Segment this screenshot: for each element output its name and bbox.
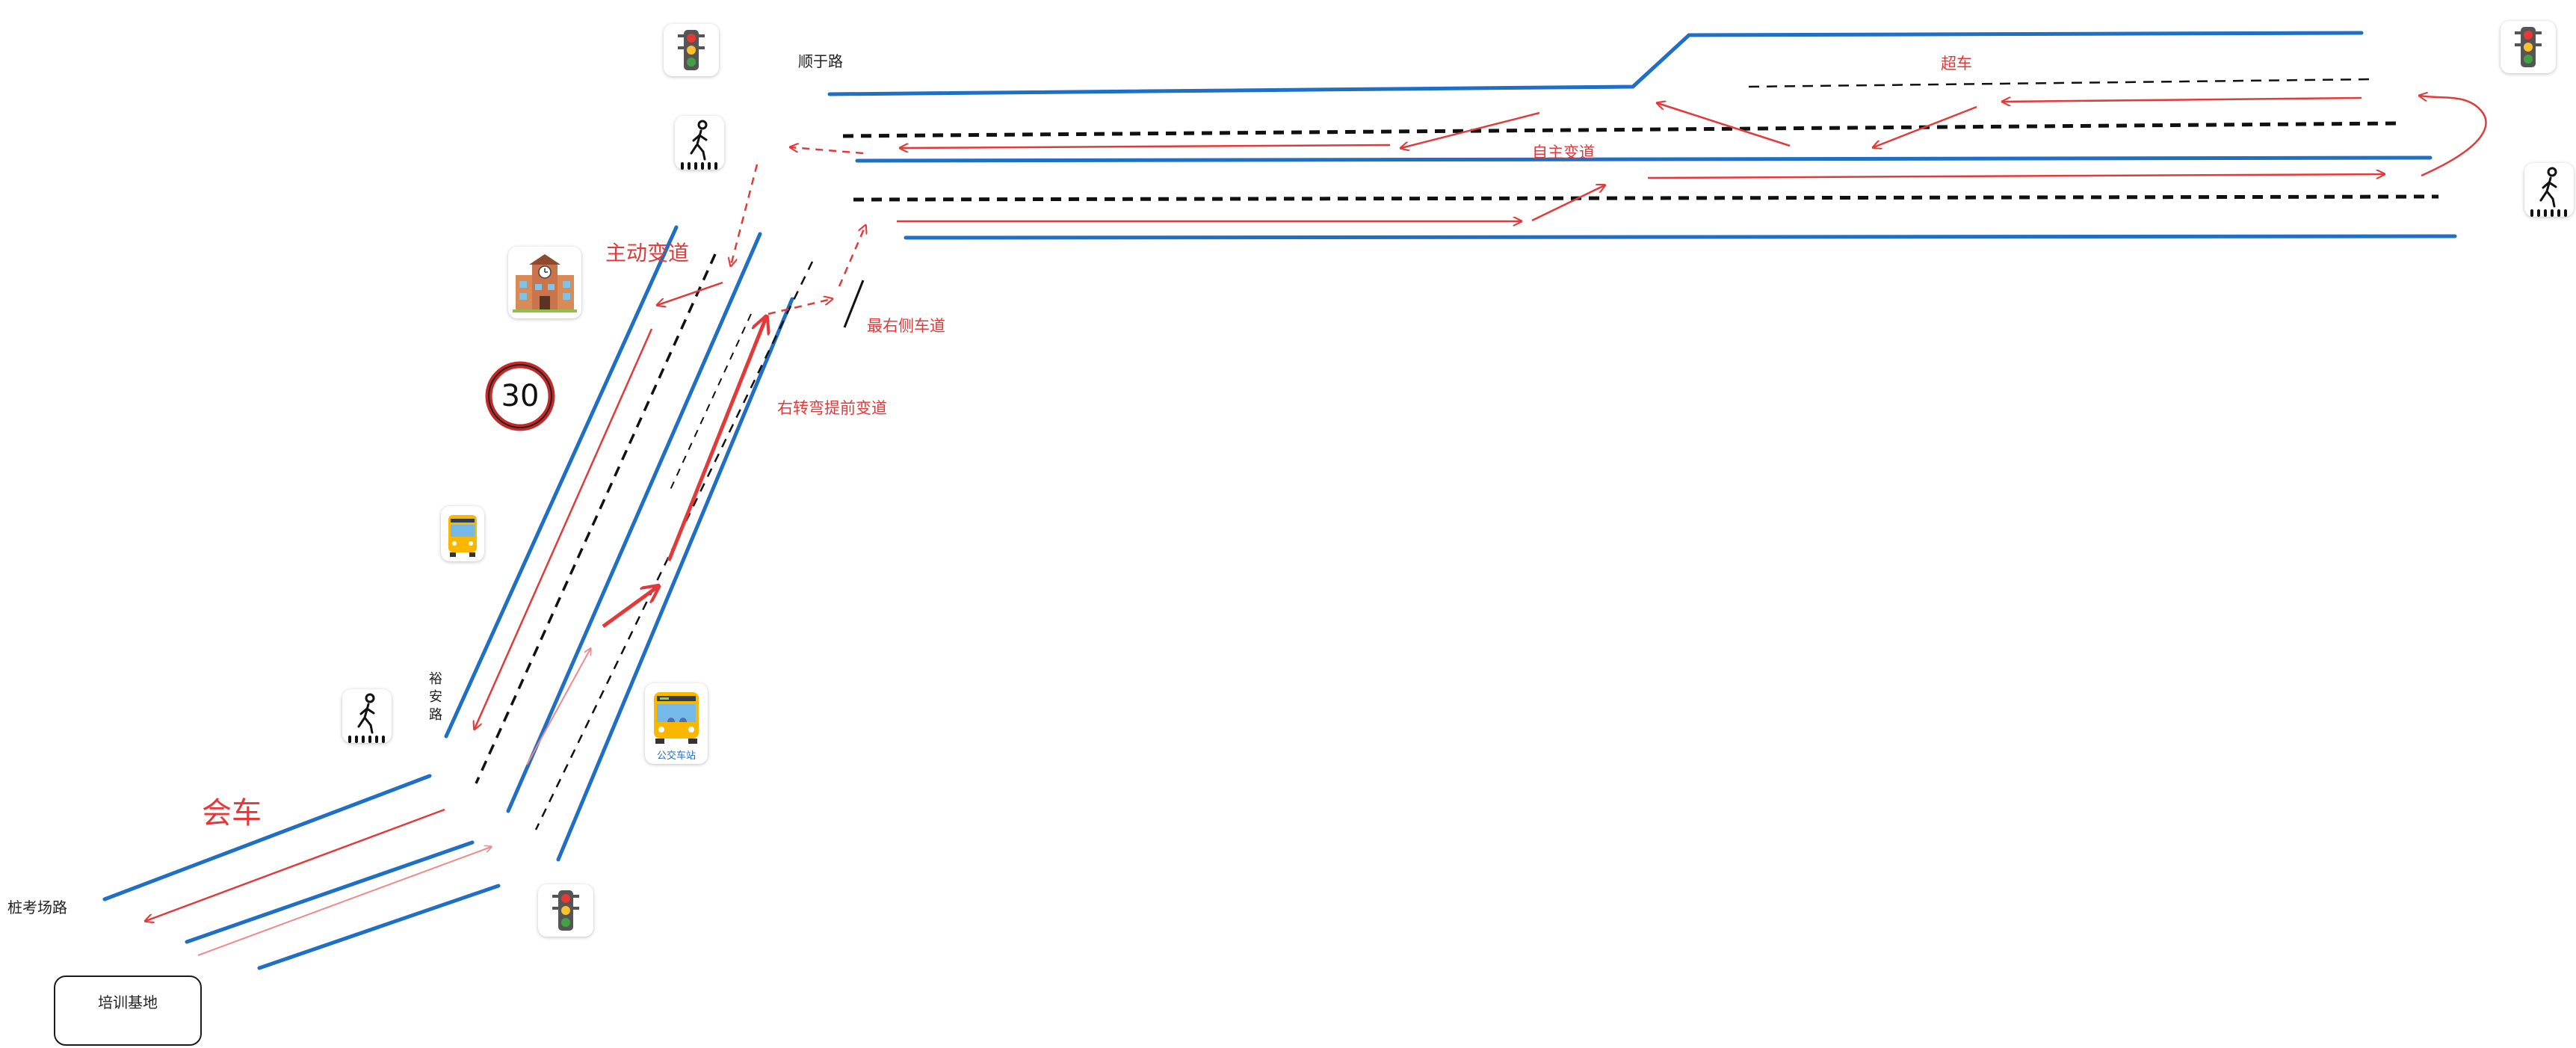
route-arrow [1874, 105, 1977, 147]
shunyu-road-south-edge [904, 234, 2457, 240]
right-turn-early-change-label: 右转弯提前变道 [777, 399, 887, 417]
zkc-road-center-edge [185, 840, 475, 944]
route-arrow-light [197, 847, 491, 956]
pedestrian-crossing-icon [2524, 163, 2574, 217]
pedestrian-crossing-icon [675, 116, 724, 170]
route-arrow [791, 147, 864, 155]
route-arrow [838, 226, 865, 287]
yuan-road-char: 安 [429, 689, 442, 705]
route-arrow-thick [602, 587, 658, 629]
route-arrow [767, 299, 832, 315]
yuan-road-east-edge [556, 297, 794, 862]
autonomous-lane-change-label: 自主变道 [1532, 144, 1595, 161]
rightmost-lane-mark [843, 280, 865, 328]
bus-stop-icon: 公交车站 [645, 683, 708, 764]
pedestrian-crossing-icon [342, 689, 392, 743]
rightmost-lane-label: 最右侧车道 [867, 317, 945, 335]
training-base-box: 培训基地 [54, 975, 202, 1046]
shunyu-lane-divider-2 [842, 121, 2398, 138]
traffic-light-icon [538, 884, 593, 937]
route-arrow [475, 328, 653, 729]
shunyu-lane-divider-1 [1748, 78, 2371, 88]
shunyu-road-label: 顺于路 [798, 52, 843, 70]
route-arrow [658, 281, 723, 305]
yuan-road-west-edge [444, 225, 679, 739]
route-arrow [1658, 103, 1791, 147]
route-arrow [901, 145, 1391, 148]
bus-stop-label: 公交车站 [656, 750, 696, 762]
yuan-road-char: 路 [429, 707, 442, 723]
route-arrow [1531, 185, 1604, 222]
school-building-icon [508, 247, 581, 318]
shunyu-road-center-edge [855, 155, 2433, 163]
route-arrow [731, 164, 759, 265]
traffic-light-icon [664, 24, 719, 76]
bus-icon [441, 506, 484, 561]
route-arrow [1401, 111, 1540, 148]
yuan-road-center-edge [506, 232, 762, 813]
shunyu-lane-divider-3 [853, 194, 2439, 202]
route-arrow [1647, 174, 2384, 178]
yuan-road-char: 裕 [429, 671, 442, 687]
speed-limit-icon: 30 [485, 361, 555, 431]
route-arrow [146, 808, 445, 921]
zkc-road-north-edge [102, 774, 432, 901]
route-arrow-thick [667, 318, 766, 561]
speed-limit-value: 30 [501, 379, 540, 413]
yuan-lane-divider-3 [670, 313, 752, 490]
shunyu-road-north-edge [827, 31, 2364, 96]
route-arrow-light [526, 649, 590, 765]
training-base-label: 培训基地 [98, 993, 158, 1011]
yuan-lane-divider-1 [475, 253, 717, 784]
active-lane-change-label: 主动变道 [605, 241, 690, 265]
zkc-road-south-edge [257, 884, 501, 970]
traffic-light-icon [2501, 21, 2556, 73]
route-arrow-uturn [2420, 96, 2487, 177]
overtake-label: 超车 [1941, 55, 1972, 73]
meeting-vehicles-label: 会车 [202, 796, 262, 830]
yuan-road-label: 裕 安 路 [428, 671, 443, 724]
route-arrow [2003, 98, 2362, 102]
zhuangkaochang-road-label: 桩考场路 [7, 898, 67, 916]
